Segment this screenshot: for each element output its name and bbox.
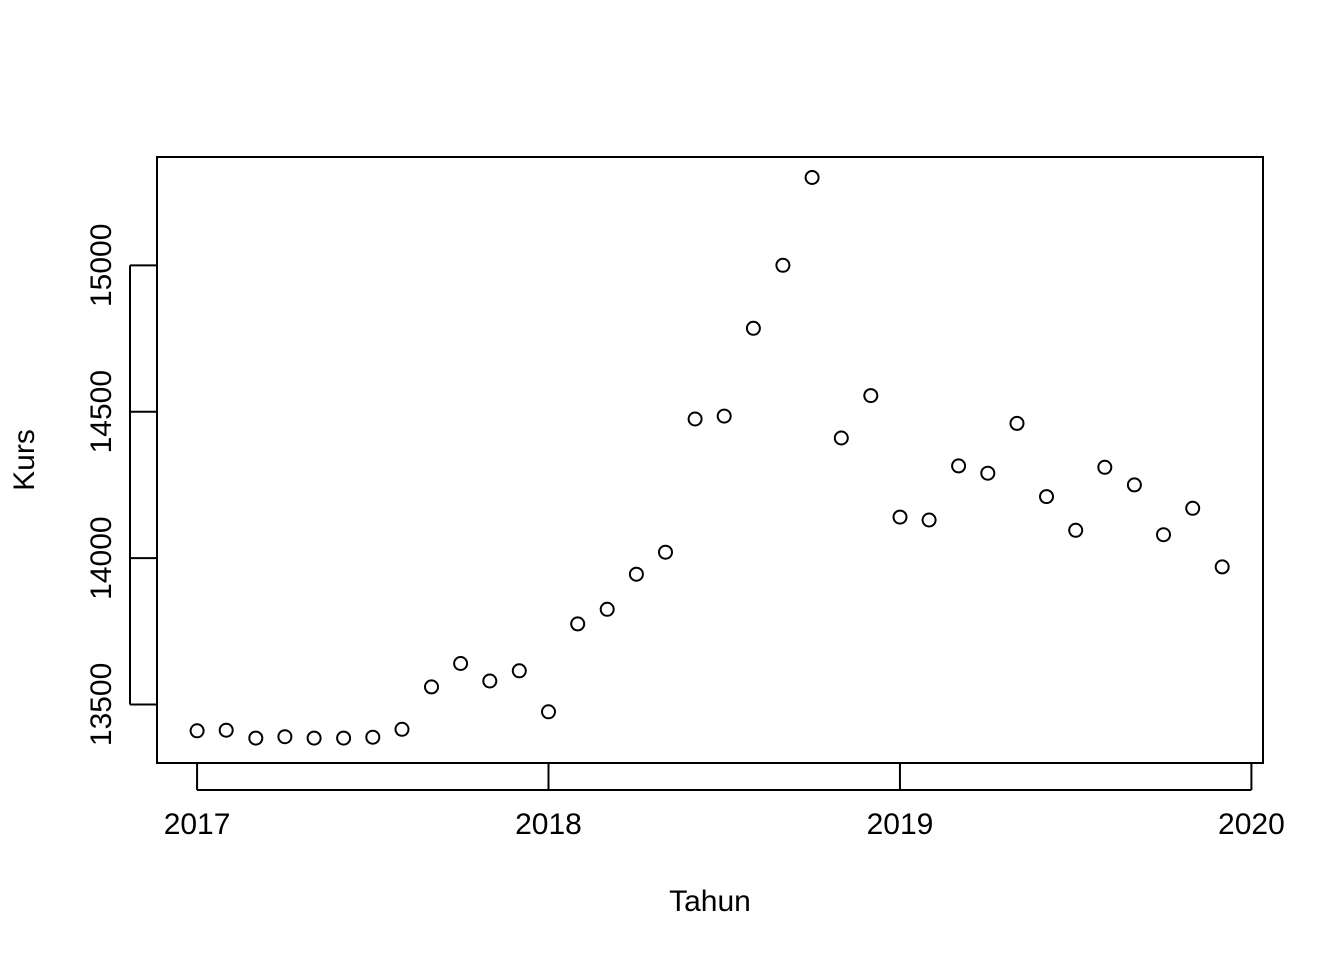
data-point bbox=[189, 723, 205, 739]
y-axis: 13500 14000 14500 15000 bbox=[85, 224, 158, 746]
data-point bbox=[863, 388, 879, 404]
data-point bbox=[745, 320, 761, 336]
data-point bbox=[599, 601, 615, 617]
data-point bbox=[658, 544, 673, 560]
x-tick-label: 2019 bbox=[867, 808, 934, 841]
data-point bbox=[482, 673, 498, 689]
data-point bbox=[570, 616, 586, 632]
data-point bbox=[775, 257, 791, 273]
data-point bbox=[1068, 522, 1084, 538]
x-tick-label: 2018 bbox=[515, 808, 582, 841]
data-point bbox=[218, 722, 234, 738]
data-point bbox=[833, 430, 849, 446]
y-tick-label: 14500 bbox=[85, 370, 118, 453]
data-point bbox=[1039, 489, 1054, 505]
data-point bbox=[980, 465, 996, 481]
data-point bbox=[892, 509, 908, 525]
data-point bbox=[1097, 459, 1113, 475]
data-points bbox=[189, 170, 1230, 746]
data-point bbox=[1185, 500, 1201, 516]
data-point bbox=[336, 730, 352, 746]
plot-frame bbox=[156, 156, 1264, 764]
y-tick-label: 14000 bbox=[85, 516, 118, 599]
data-point bbox=[1126, 477, 1142, 493]
y-tick-label: 13500 bbox=[85, 663, 118, 746]
data-point bbox=[1009, 415, 1025, 431]
data-point bbox=[453, 656, 469, 671]
data-point bbox=[1214, 559, 1230, 575]
y-axis-title: Kurs bbox=[8, 429, 41, 491]
x-tick-label: 2017 bbox=[164, 808, 231, 841]
x-axis: 2017 2018 2019 2020 bbox=[164, 762, 1285, 841]
data-point bbox=[1156, 527, 1171, 543]
data-point bbox=[921, 512, 937, 528]
data-point bbox=[687, 411, 703, 427]
data-point bbox=[365, 729, 381, 745]
x-tick-label: 2020 bbox=[1218, 808, 1285, 841]
data-point bbox=[394, 721, 410, 737]
x-axis-title: Tahun bbox=[669, 885, 751, 918]
data-point bbox=[804, 170, 820, 185]
data-point bbox=[248, 730, 264, 746]
data-point bbox=[306, 730, 322, 746]
data-point bbox=[511, 663, 527, 679]
data-point bbox=[716, 408, 732, 424]
data-point bbox=[951, 458, 967, 474]
y-tick-label: 15000 bbox=[85, 224, 118, 307]
data-point bbox=[277, 729, 293, 745]
data-point bbox=[628, 566, 644, 582]
data-point bbox=[424, 679, 439, 695]
data-point bbox=[541, 704, 556, 720]
